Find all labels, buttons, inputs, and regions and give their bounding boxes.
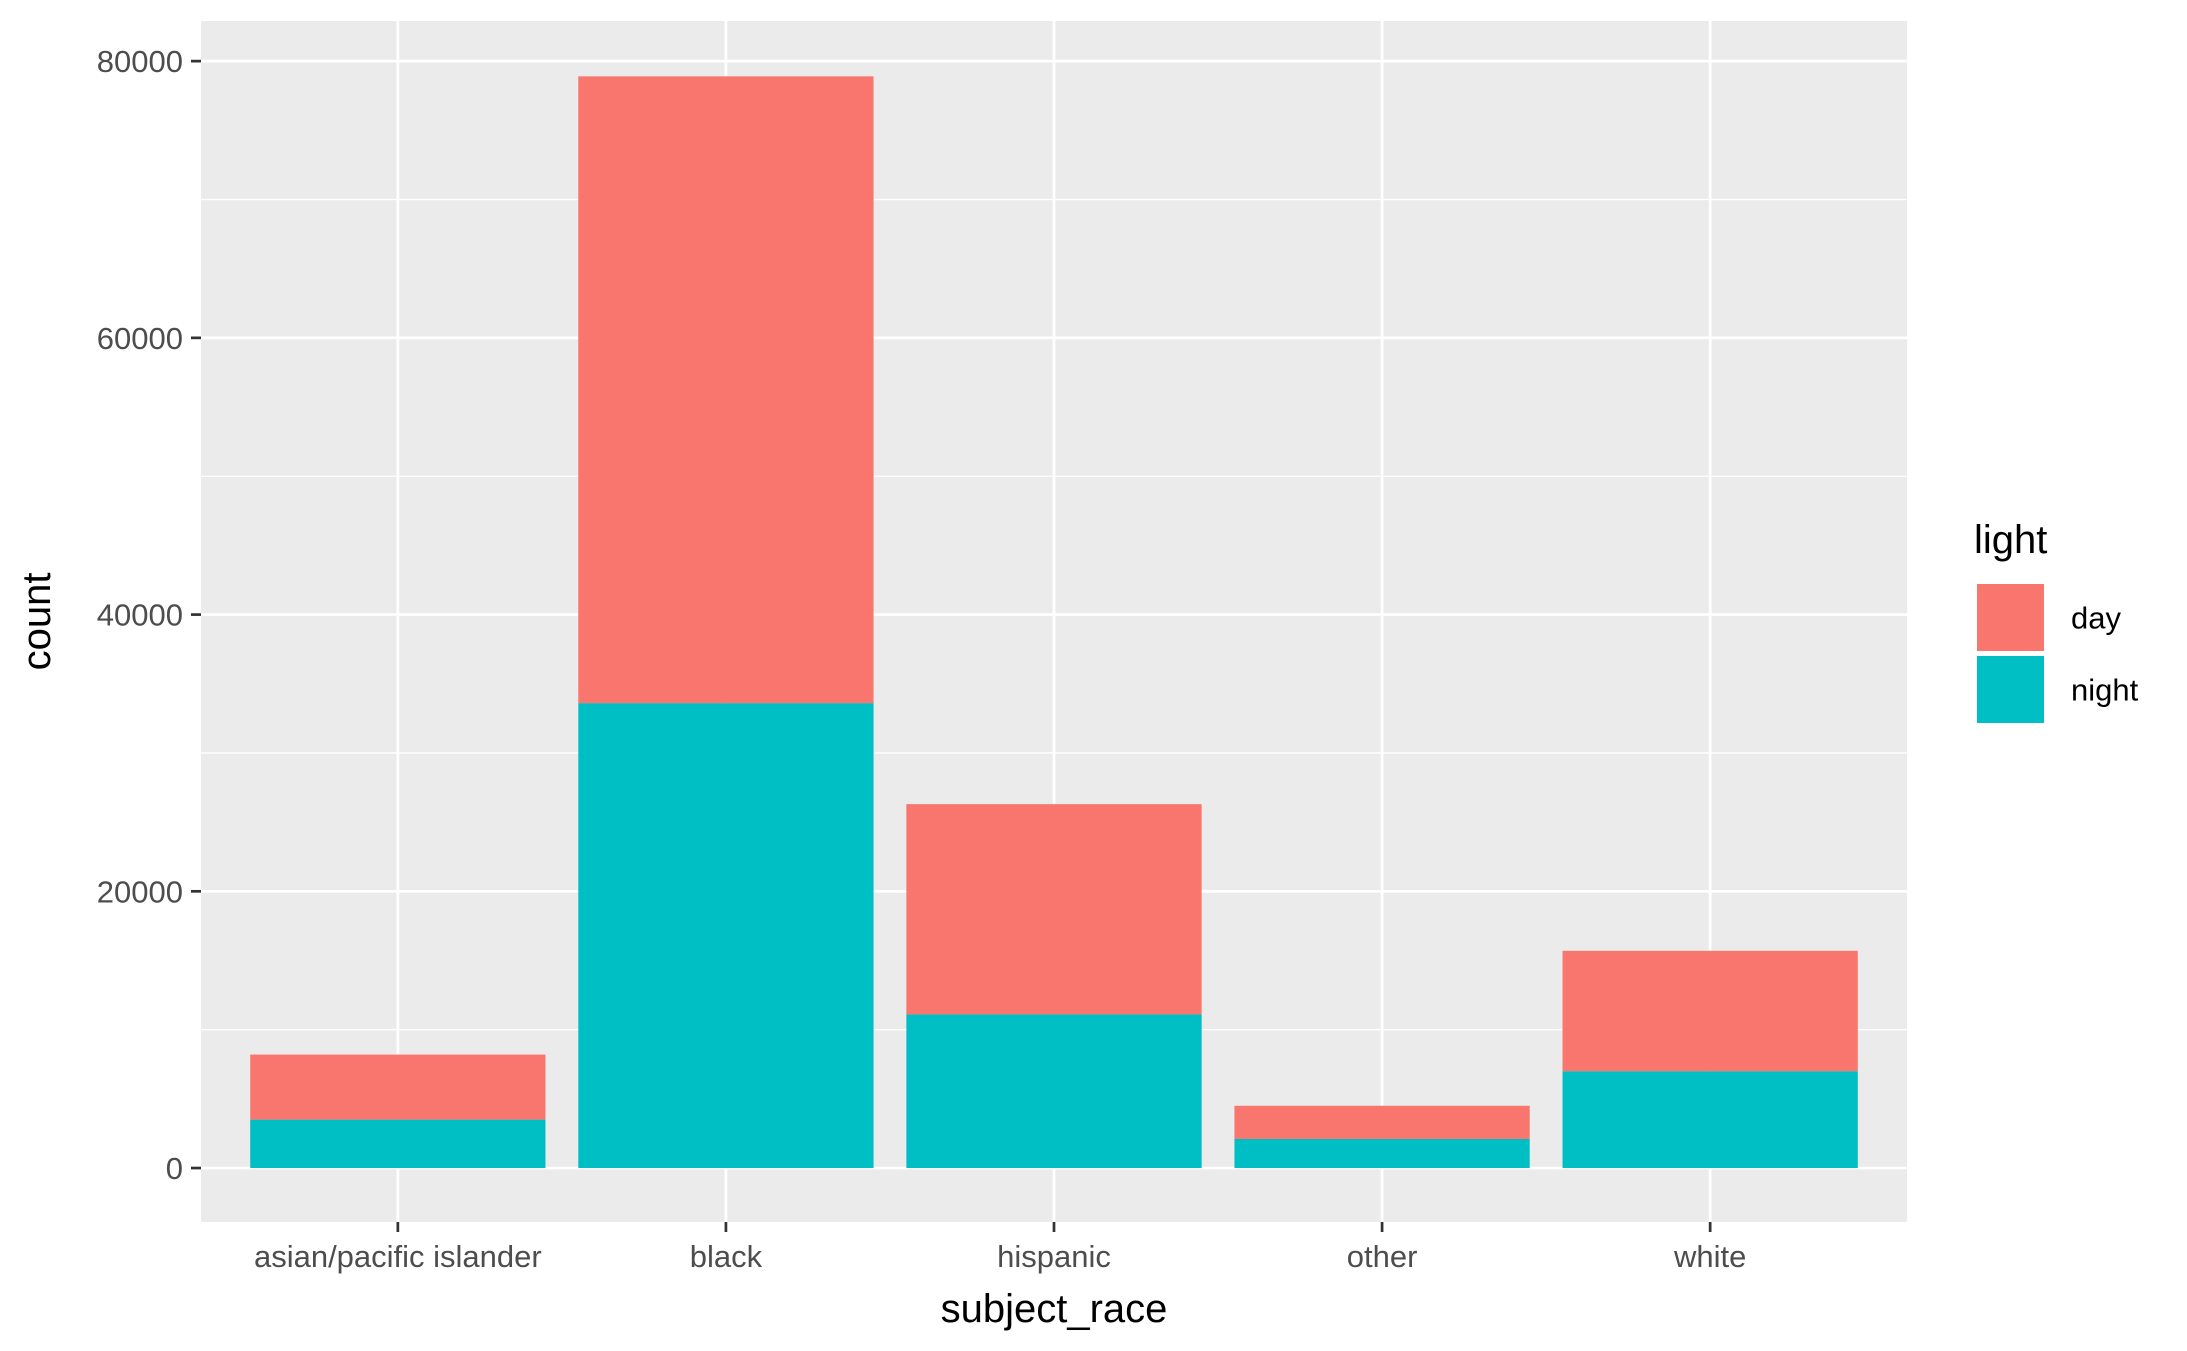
bars bbox=[250, 76, 1858, 1169]
axes: 0 20000 40000 60000 80000 asian/pacific islan… bbox=[97, 44, 1747, 1274]
legend-label-day: day bbox=[2071, 601, 2121, 636]
bar-night bbox=[1562, 1071, 1858, 1169]
bar-night bbox=[906, 1014, 1202, 1169]
bar-night bbox=[1234, 1138, 1530, 1169]
bar-day bbox=[1562, 950, 1858, 1072]
y-tick-label: 20000 bbox=[97, 874, 183, 909]
bar-day bbox=[250, 1054, 546, 1120]
legend: light day night bbox=[1974, 518, 2139, 723]
y-tick-label: 40000 bbox=[97, 598, 183, 633]
bar-day bbox=[906, 804, 1202, 1015]
x-tick-label: black bbox=[690, 1239, 763, 1274]
x-tick-label: hispanic bbox=[997, 1239, 1111, 1274]
y-tick-label: 80000 bbox=[97, 44, 183, 79]
bar-day bbox=[578, 76, 874, 704]
bar-night bbox=[250, 1119, 546, 1169]
legend-label-night: night bbox=[2071, 673, 2139, 708]
bar-day bbox=[1234, 1105, 1530, 1139]
y-axis-title: count bbox=[15, 573, 59, 671]
x-tick-label: other bbox=[1347, 1239, 1418, 1274]
bar-night bbox=[578, 703, 874, 1169]
x-axis-title: subject_race bbox=[941, 1287, 1168, 1331]
x-tick-label: white bbox=[1673, 1239, 1746, 1274]
legend-key-night bbox=[1977, 656, 2044, 723]
legend-title: light bbox=[1974, 518, 2047, 562]
legend-key-day bbox=[1977, 584, 2044, 651]
y-tick-label: 60000 bbox=[97, 321, 183, 356]
y-tick-label: 0 bbox=[166, 1151, 183, 1186]
x-tick-label: asian/pacific islander bbox=[254, 1239, 542, 1274]
